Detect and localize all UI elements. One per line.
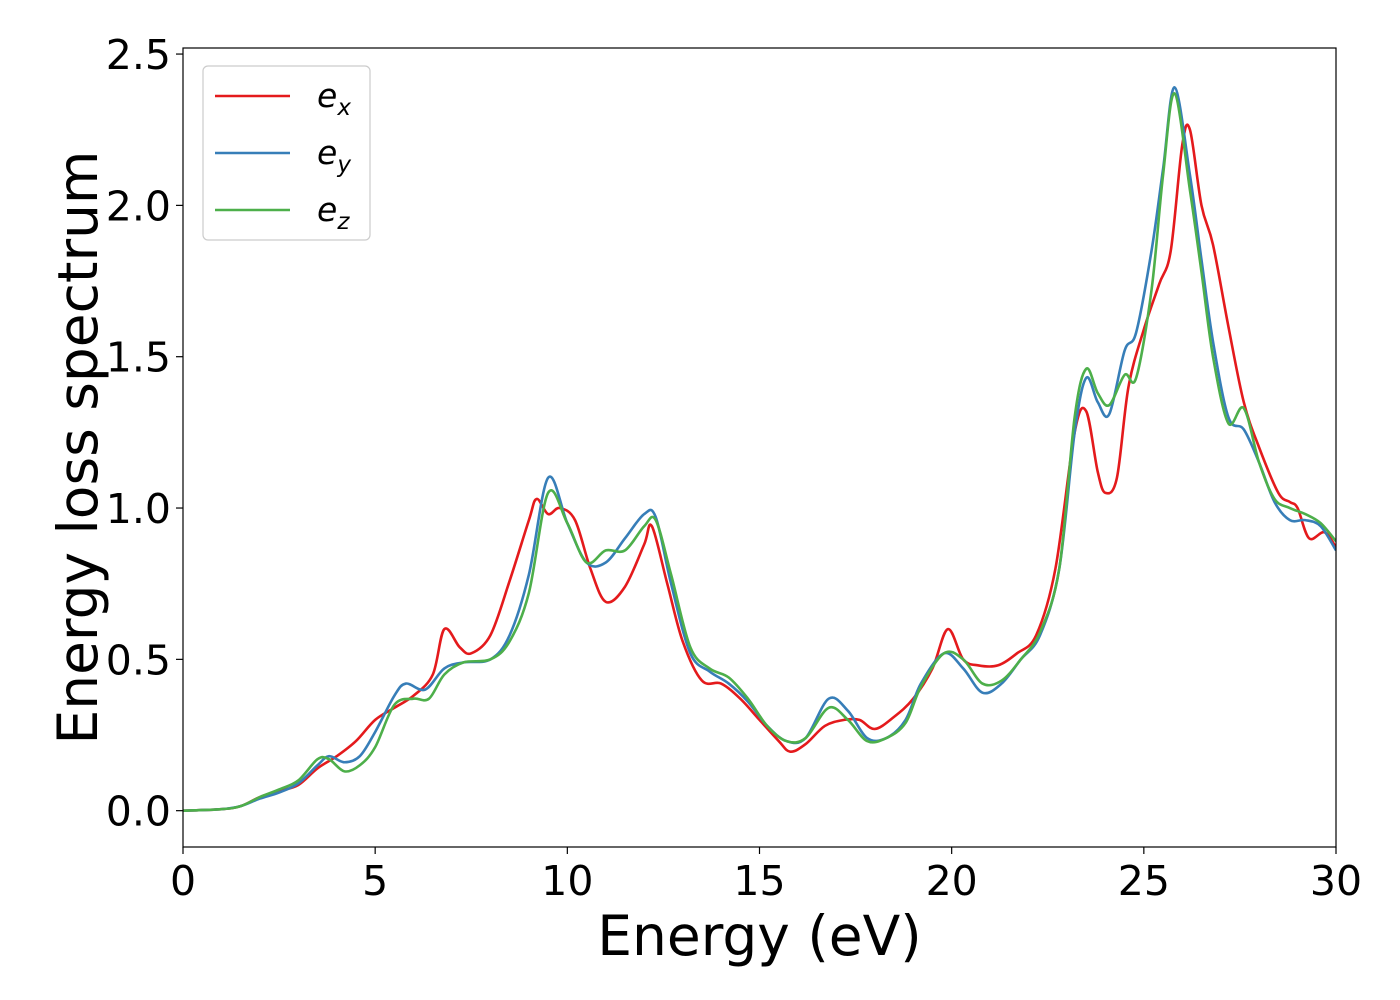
y-tick-label: 0.0 [106, 788, 171, 836]
legend: ex ey ez [202, 65, 371, 241]
x-axis-title: Energy (eV) [597, 904, 921, 968]
series-line-z [183, 92, 1336, 812]
x-tick-label: 25 [1118, 857, 1170, 905]
y-tick-label: 2.0 [106, 182, 171, 230]
y-axis-title: Energy loss spectrum [46, 150, 110, 744]
x-tick-label: 20 [926, 857, 978, 905]
x-tick-label: 5 [362, 857, 388, 905]
legend-label: ey [317, 133, 351, 178]
y-axis: 0.0 0.5 1.0 1.5 2.0 2.5 [106, 31, 183, 836]
x-axis: 0 5 10 15 20 25 30 [170, 847, 1362, 905]
y-tick-label: 1.0 [106, 485, 171, 533]
legend-label: ex [317, 76, 351, 121]
y-tick-label: 1.5 [106, 334, 171, 382]
x-tick-label: 0 [170, 857, 196, 905]
y-tick-label: 0.5 [106, 636, 171, 684]
legend-label: ez [317, 190, 350, 235]
y-tick-label: 2.5 [106, 31, 171, 79]
x-tick-label: 15 [733, 857, 785, 905]
series-layer [183, 86, 1336, 812]
x-tick-label: 10 [541, 857, 593, 905]
x-tick-label: 30 [1310, 857, 1362, 905]
series-line-y [183, 86, 1336, 812]
